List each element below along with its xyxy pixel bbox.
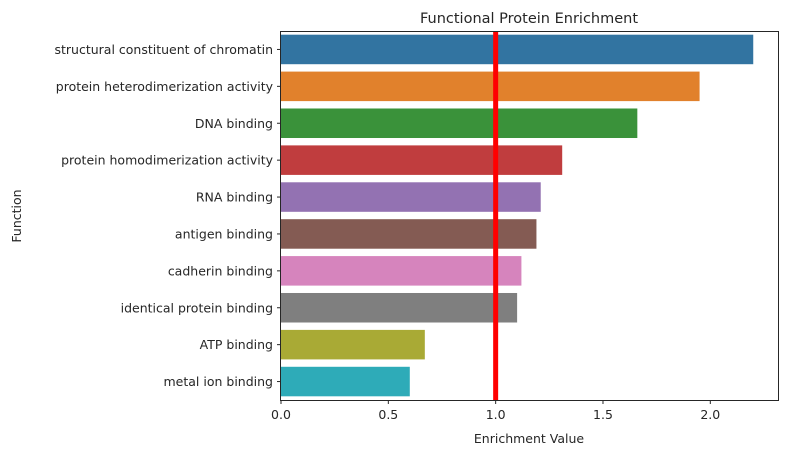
- x-tick-label: 0.0: [271, 407, 291, 422]
- y-axis-label: Function: [9, 189, 24, 242]
- y-tick-label: metal ion binding: [164, 374, 274, 389]
- x-tick-label: 1.5: [593, 407, 613, 422]
- y-tick-label: ATP binding: [200, 337, 273, 352]
- plot-frame: [280, 31, 779, 401]
- y-tick-label: protein homodimerization activity: [61, 153, 274, 168]
- bar: [281, 292, 518, 323]
- y-tick-label: cadherin binding: [168, 263, 273, 278]
- x-axis-ticks: 0.0 0.5 1.0 1.5 2.0: [271, 400, 720, 422]
- bar: [281, 329, 425, 360]
- chart-title: Functional Protein Enrichment: [420, 11, 638, 27]
- y-tick-label: antigen binding: [175, 226, 273, 241]
- y-tick-label: protein heterodimerization activity: [56, 79, 274, 94]
- x-tick-label: 0.5: [378, 407, 398, 422]
- x-axis-label: Enrichment Value: [474, 431, 585, 446]
- y-axis-ticks: structural constituent of chromatin prote…: [54, 42, 281, 389]
- y-tick-label: RNA binding: [196, 190, 273, 205]
- x-tick-label: 1.0: [486, 407, 506, 422]
- bar: [281, 256, 522, 286]
- bars-group: [281, 34, 754, 397]
- bar: [281, 71, 700, 102]
- bar: [281, 108, 638, 139]
- x-tick-label: 2.0: [700, 407, 720, 422]
- bar: [281, 34, 754, 65]
- bar: [281, 366, 410, 397]
- y-tick-label: DNA binding: [195, 116, 273, 131]
- bar: [281, 182, 541, 212]
- y-tick-label: structural constituent of chromatin: [54, 42, 273, 57]
- y-tick-label: identical protein binding: [121, 300, 273, 315]
- bar: [281, 145, 563, 175]
